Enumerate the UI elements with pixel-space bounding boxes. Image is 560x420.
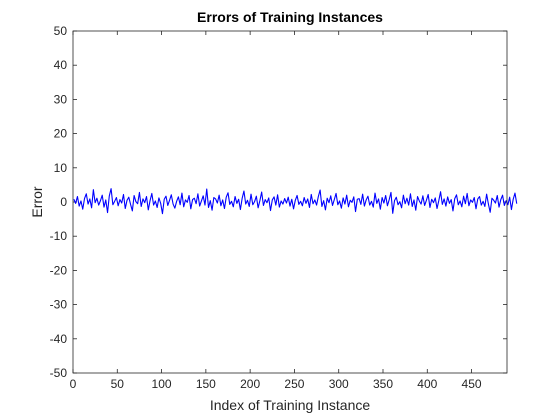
y-axis-label: Error: [29, 186, 45, 217]
y-tick-label: 0: [60, 195, 67, 209]
tick-labels-group: 0 50 100 150 200 250 300 350 400 450-50-40-30-20-…: [50, 24, 482, 391]
x-axis-label: Index of Training Instance: [210, 397, 371, 413]
chart-title: Errors of Training Instances: [197, 9, 383, 25]
x-tick-label: 450: [462, 377, 482, 391]
plot-frame: [72, 30, 508, 374]
x-tick-label: 150: [196, 377, 216, 391]
x-tick-label: 200: [240, 377, 260, 391]
y-tick-label: 10: [54, 161, 68, 175]
y-tick-label: -40: [50, 332, 68, 346]
series-line: [73, 188, 518, 215]
x-tick-label: 100: [152, 377, 172, 391]
y-tick-label: 20: [54, 127, 68, 141]
x-tick-label: 400: [417, 377, 437, 391]
x-tick-label: 350: [373, 377, 393, 391]
y-tick-label: -30: [50, 298, 68, 312]
x-tick-label: 300: [329, 377, 349, 391]
y-tick-label: -50: [50, 366, 68, 380]
y-tick-label: 40: [54, 58, 68, 72]
y-tick-label: -20: [50, 263, 68, 277]
y-tick-label: -10: [50, 229, 68, 243]
x-tick-label: 50: [111, 377, 125, 391]
y-tick-label: 50: [54, 24, 68, 38]
y-tick-label: 30: [54, 92, 68, 106]
x-tick-label: 0: [70, 377, 77, 391]
x-tick-label: 250: [284, 377, 304, 391]
